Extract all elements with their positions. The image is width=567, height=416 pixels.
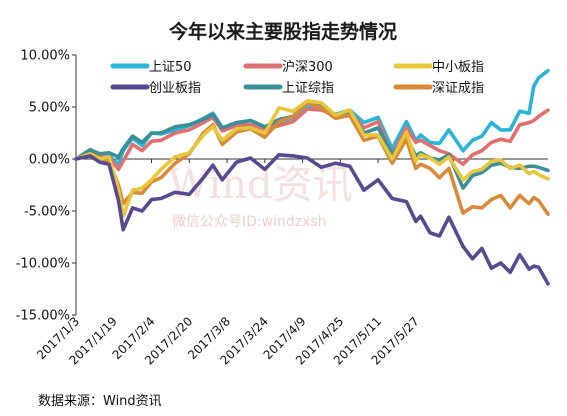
legend-label: 创业板指 bbox=[149, 81, 201, 96]
series-line-4 bbox=[74, 153, 550, 286]
legend-label: 中小板指 bbox=[432, 60, 484, 75]
y-tick-label: -10.00% bbox=[16, 257, 70, 272]
legend-label: 上证综指 bbox=[282, 81, 334, 96]
y-tick-label: 0.00% bbox=[29, 153, 70, 168]
chart-title: 今年以来主要股指走势情况 bbox=[168, 20, 397, 43]
legend-label: 深证成指 bbox=[432, 81, 484, 96]
legend-label: 上证50 bbox=[149, 60, 192, 75]
series-lines bbox=[74, 68, 550, 286]
series-line-3 bbox=[74, 99, 550, 218]
watermark: Wind资讯 微信公众号ID:windzxsh bbox=[168, 162, 353, 230]
y-tick-label: 5.00% bbox=[29, 101, 70, 116]
watermark-sub: 微信公众号ID:windzxsh bbox=[172, 214, 327, 230]
series-line-6 bbox=[74, 101, 550, 216]
legend-label: 沪深300 bbox=[282, 59, 333, 75]
y-tick-label: 10.00% bbox=[20, 49, 70, 64]
source-note: 数据来源：Wind资讯 bbox=[38, 394, 162, 409]
y-axis: 10.00% 5.00% 0.00% -5.00% -10.00% -15.00% bbox=[16, 49, 77, 324]
y-tick-label: -15.00% bbox=[16, 309, 70, 324]
y-tick-label: -5.00% bbox=[24, 205, 70, 220]
